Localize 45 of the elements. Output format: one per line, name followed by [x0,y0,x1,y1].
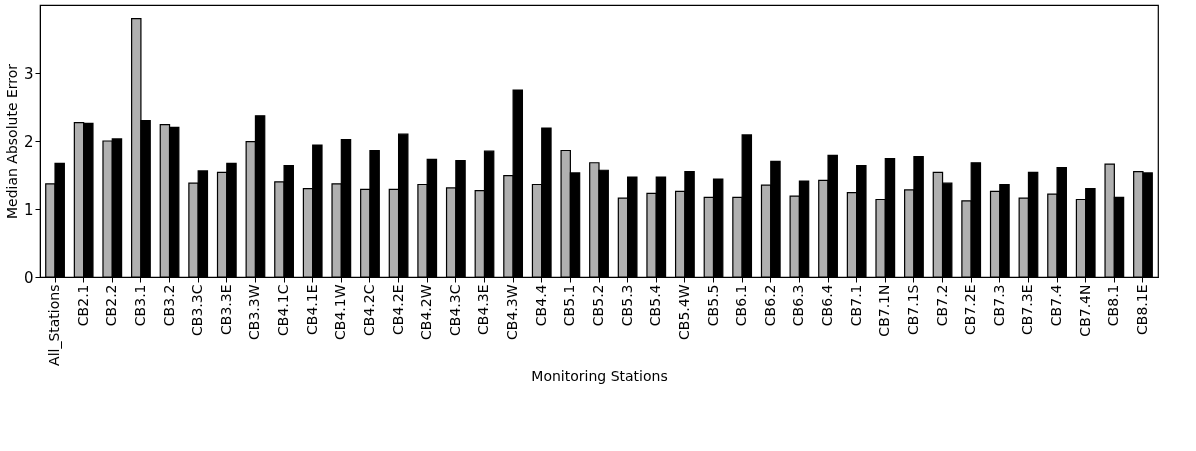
x-tick-label: CB4.2E [389,284,406,335]
x-tick-label: CB7.2 [933,284,950,327]
x-tick-label: CB5.1 [561,284,578,327]
x-tick-label: All_Stations [46,284,63,366]
x-tick-label: CB5.2 [590,284,606,327]
x-tick-label: CB4.1W [332,284,349,340]
x-tick-label: CB4.2W [418,284,435,340]
y-tick-label: 1 [23,200,34,219]
x-tick-label: CB4.3W [504,284,521,340]
x-tick-label: CB5.5 [704,284,721,327]
x-tick-label: CB2.2 [103,284,120,327]
x-tick-label: CB4.3E [475,284,492,335]
x-tick-label: CB3.3C [189,284,206,336]
x-tick-label: CB7.1S [904,284,921,336]
x-tick-label: CB4.2C [360,284,377,336]
x-tick-label: CB7.4 [1048,284,1065,327]
x-tick-label: CB6.4 [819,284,836,327]
y-axis-title: Median Absolute Error [3,63,20,220]
x-tick-label: CB5.4W [675,284,692,340]
x-tick-label: CB6.2 [761,284,778,327]
x-tick-label: CB4.3C [446,284,463,336]
x-tick-label: CB4.1C [275,284,292,336]
x-tick-label: CB3.1 [131,284,148,327]
x-tick-label: CB6.3 [790,284,807,327]
y-tick-label: 2 [23,132,34,151]
x-tick-label: CB7.1N [876,284,893,337]
x-tick-label: CB7.1 [847,284,864,327]
x-tick-label: CB7.4N [1076,284,1093,337]
x-axis-title: Monitoring Stations [531,367,668,384]
x-tick-label: CB8.1 [1105,284,1122,327]
x-tick-label: CB7.3E [1019,284,1036,335]
x-tick-label: CB7.2E [962,284,979,335]
y-tick-label: 0 [23,268,34,287]
y-tick-label: 3 [23,64,34,83]
x-tick-label: CB5.4 [647,284,664,327]
x-tick-label: CB4.4 [532,284,549,327]
x-tick-label: CB5.3 [618,284,635,327]
x-tick-label: CB6.1 [733,284,750,327]
x-tick-label: CB3.2 [160,284,177,327]
x-tick-label: CB3.3E [217,284,234,335]
x-tick-label: CB7.3 [990,284,1007,327]
x-tick-label: CB4.1E [303,284,320,335]
x-tick-label: CB2.1 [74,284,91,327]
x-tick-label: CB8.1E [1133,284,1150,335]
x-tick-label: CB3.3W [246,284,263,340]
